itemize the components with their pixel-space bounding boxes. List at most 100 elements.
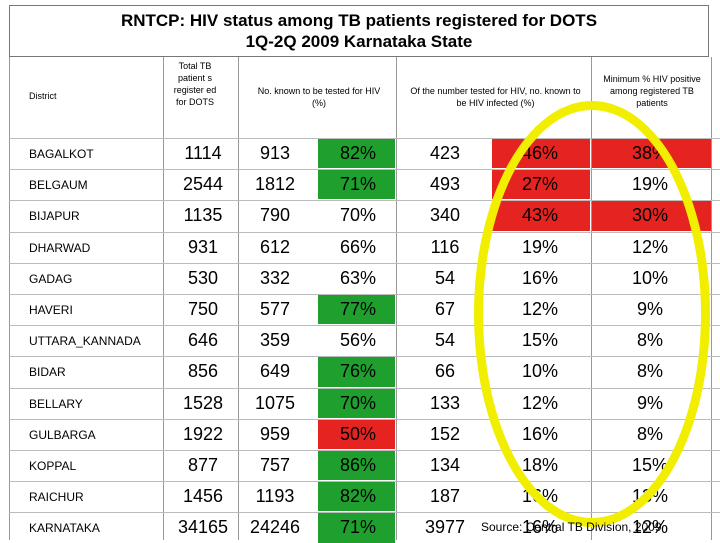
district-name: UTTARA_KANNADA <box>29 334 141 349</box>
infected-cell: 3977 <box>424 517 466 538</box>
district-name: KOPPAL <box>29 459 77 473</box>
row-divider <box>9 231 720 233</box>
tested-pct-cell: 77% <box>339 299 377 319</box>
tested-cell: 913 <box>259 143 291 163</box>
table-title: RNTCP: HIV status among TB patients regi… <box>9 5 709 57</box>
tested-cell: 1193 <box>255 486 295 507</box>
row-divider <box>9 294 720 295</box>
header-tested: No. known to be tested for HIV (%) <box>257 86 381 108</box>
divider <box>711 57 712 540</box>
infected-cell: 66 <box>434 361 456 382</box>
tested-pct-bg <box>318 357 395 387</box>
tested-pct-cell: 71% <box>339 517 377 538</box>
divider <box>9 57 10 540</box>
tested-pct-bg <box>318 388 395 418</box>
tested-pct-bg <box>318 451 395 481</box>
infected-cell: 116 <box>430 236 460 257</box>
tested-pct-cell: 66% <box>339 236 377 257</box>
tested-pct-bg <box>318 482 395 512</box>
total-cell: 2544 <box>182 174 224 195</box>
row-divider <box>9 387 720 389</box>
header-infected: Of the number tested for HIV, no. known … <box>410 86 581 108</box>
district-name: HAVERI <box>29 303 73 317</box>
infected-cell: 493 <box>429 174 461 195</box>
header-total: Total TB patient s register ed for DOTS <box>173 61 217 107</box>
tested-pct-cell: 63% <box>339 267 377 288</box>
tested-pct-bg <box>318 263 395 293</box>
row-divider <box>9 169 720 171</box>
tested-pct-cell: 70% <box>339 392 377 413</box>
infected-cell: 340 <box>429 205 461 226</box>
tested-pct-bg <box>318 295 395 325</box>
tested-cell: 790 <box>259 205 291 226</box>
district-name: GADAG <box>29 271 73 286</box>
district-name: BELGAUM <box>29 178 88 193</box>
row-divider <box>9 450 720 451</box>
tested-cell: 332 <box>259 267 291 288</box>
infected-cell: 423 <box>429 143 461 163</box>
row-divider <box>9 356 720 358</box>
total-cell: 931 <box>187 236 219 257</box>
row-divider <box>9 481 720 483</box>
tested-pct-bg <box>318 201 395 231</box>
tested-cell: 1075 <box>254 392 296 413</box>
tested-cell: 359 <box>259 330 291 351</box>
infected-cell: 187 <box>429 486 461 507</box>
total-cell: 646 <box>187 330 219 351</box>
tested-cell: 649 <box>259 361 291 382</box>
total-cell: 1922 <box>182 423 224 444</box>
district-name: BIJAPUR <box>29 209 80 224</box>
tested-cell: 1812 <box>254 174 296 195</box>
tested-pct-cell: 70% <box>339 205 377 226</box>
total-cell: 1456 <box>182 486 224 507</box>
row-divider <box>9 262 720 264</box>
highlight-ellipse <box>474 101 710 527</box>
tested-pct-cell: 76% <box>339 361 377 382</box>
row-divider <box>9 512 720 514</box>
tested-pct-bg <box>318 232 395 262</box>
row-divider <box>9 325 720 327</box>
tested-pct-cell: 82% <box>339 143 377 163</box>
total-cell: 750 <box>187 299 219 319</box>
infected-cell: 134 <box>429 455 461 475</box>
district-name: BELLARY <box>29 396 83 411</box>
total-cell: 530 <box>187 267 219 288</box>
infected-cell: 67 <box>434 299 456 319</box>
district-name: GULBARGA <box>29 427 96 442</box>
infected-cell: 54 <box>434 267 456 288</box>
total-cell: 856 <box>187 361 219 382</box>
min-pct-cell: 12% <box>631 517 669 538</box>
tested-cell: 24246 <box>249 517 301 538</box>
tested-pct-cell: 71% <box>339 174 377 195</box>
total-cell: 1528 <box>182 392 224 413</box>
tested-pct-bg <box>318 170 395 200</box>
district-name: DHARWAD <box>29 240 91 255</box>
district-name: BIDAR <box>29 365 66 380</box>
tested-pct-cell: 56% <box>339 330 377 351</box>
tested-cell: 757 <box>259 455 291 475</box>
row-divider <box>9 418 720 420</box>
tested-cell: 959 <box>259 423 291 444</box>
infected-cell: 152 <box>429 423 461 444</box>
total-cell: 877 <box>187 455 219 475</box>
source-note: Source: Central TB Division, 2009 <box>481 520 662 534</box>
header-min-positive: Minimum % HIV positive among registered … <box>603 74 701 108</box>
tested-cell: 577 <box>259 299 291 319</box>
tested-pct-bg <box>318 139 395 169</box>
district-name: KARNATAKA <box>29 521 100 536</box>
infected-cell: 133 <box>429 392 461 413</box>
divider <box>396 57 397 540</box>
tested-pct-bg <box>318 513 395 543</box>
tested-cell: 612 <box>259 236 291 257</box>
tested-pct-cell: 82% <box>339 486 377 507</box>
row-divider <box>9 200 720 202</box>
title-line-2: 1Q-2Q 2009 Karnataka State <box>245 32 473 51</box>
district-name: RAICHUR <box>29 490 84 505</box>
header-district: District <box>29 91 57 101</box>
tested-pct-cell: 86% <box>339 455 377 475</box>
district-name: BAGALKOT <box>29 147 94 161</box>
tested-pct-bg <box>318 419 395 449</box>
tested-pct-cell: 50% <box>339 423 377 444</box>
title-line-1: RNTCP: HIV status among TB patients regi… <box>120 11 598 30</box>
divider <box>238 57 239 540</box>
